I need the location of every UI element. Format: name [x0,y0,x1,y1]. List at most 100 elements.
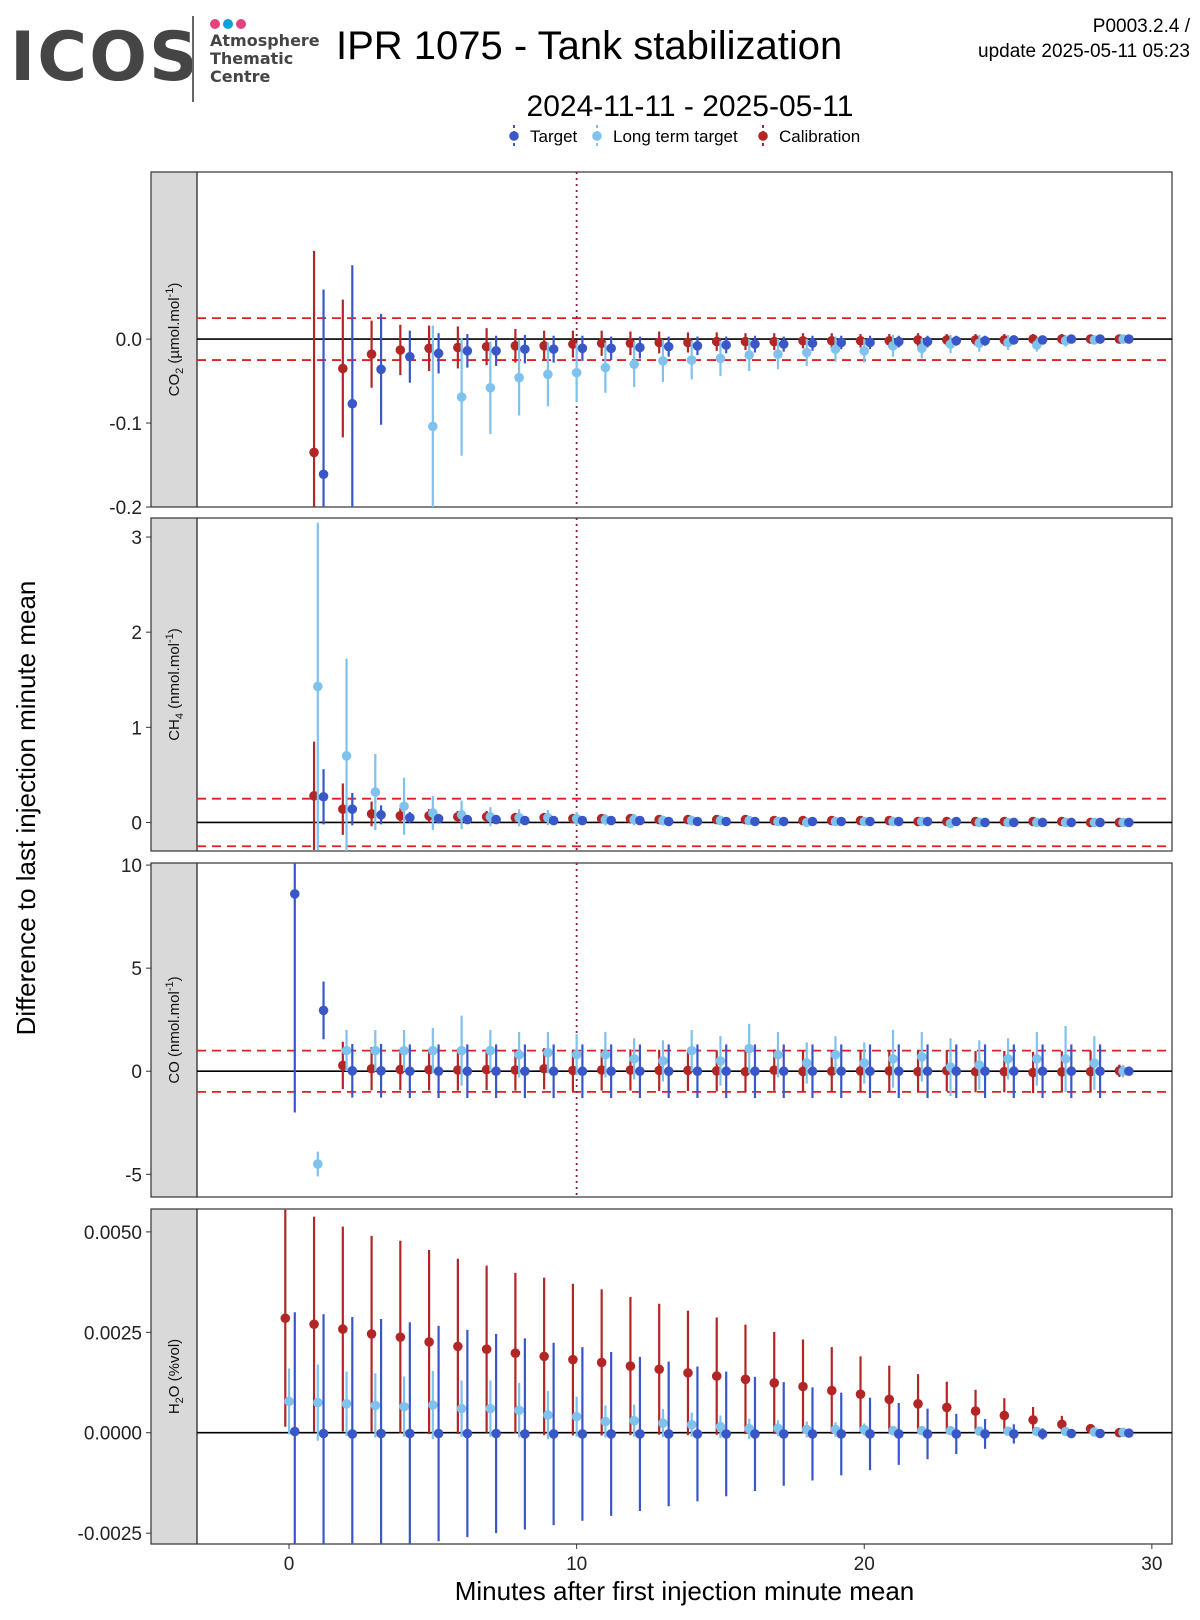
data-point [635,1066,645,1077]
data-point [893,1429,904,1439]
data-point [683,337,693,348]
panel-plot-area [197,863,1172,1197]
data-point [376,1066,386,1076]
data-point [485,1403,496,1414]
data-point [347,1066,358,1076]
data-point [456,392,467,402]
data-point [318,469,329,480]
data-point [453,1341,463,1352]
data-point [807,816,818,827]
data-point [606,343,616,354]
update-timestamp: update 2025-05-11 05:23 [978,41,1190,62]
data-point [778,1066,789,1077]
data-point [280,1313,291,1324]
data-point [462,1066,473,1077]
data-point [510,1065,521,1075]
data-point [405,1066,415,1077]
data-point [571,1411,582,1422]
data-point [629,1415,639,1426]
data-point [826,335,837,346]
data-point [1009,1066,1019,1077]
y-axis-title: Difference to last injection minute mean [11,581,41,1036]
data-point [916,343,927,354]
facet-strip [150,1208,198,1545]
version-label: P0003.2.4 / [1092,16,1190,37]
data-point [309,447,319,458]
data-point [456,1403,467,1414]
facet-strip [150,862,198,1198]
data-point [744,1043,755,1054]
facet-panel: CO2 (µmol.mol-1) 0.0 -0.1 -0.2 [109,171,1173,519]
data-point [750,339,760,349]
data-point [341,751,352,761]
data-point [1037,817,1048,828]
legend-label: Long term target [613,127,738,146]
data-point [798,1381,808,1392]
data-point [893,336,904,347]
y-tick-label: -0.0025 [78,1524,142,1545]
data-point [970,1406,981,1416]
data-point [347,398,358,409]
data-point [654,1364,664,1375]
data-point [801,1058,812,1068]
strip-label-subscript: 2 [174,1397,186,1403]
data-point [491,346,501,356]
data-point [663,816,674,827]
data-point [865,1066,875,1077]
data-point [543,1410,553,1420]
data-point [462,814,473,825]
data-point [951,335,962,346]
data-point [312,1159,323,1169]
data-point [428,1045,438,1056]
data-point [289,889,300,899]
data-point [289,1426,300,1437]
data-point [980,335,990,346]
data-point [893,1066,904,1077]
data-point [913,1399,923,1409]
data-point [836,1066,847,1077]
data-point [539,1063,549,1074]
strip-label-superscript: -1 [164,633,176,643]
data-point [548,344,559,354]
data-point [514,1405,524,1416]
data-point [859,1058,870,1068]
data-point [568,1354,578,1365]
data-point [1066,334,1077,344]
data-point [1032,1054,1042,1064]
data-point [855,1389,866,1399]
strip-label-species: H [166,1403,183,1414]
x-tick-label: 20 [854,1554,875,1575]
data-point [865,816,875,827]
data-point [658,356,668,366]
data-point [520,1429,530,1439]
data-point [884,1394,895,1405]
x-tick-label: 10 [566,1554,587,1575]
data-point [778,339,789,349]
data-point [510,1348,521,1359]
data-point [1003,1054,1013,1064]
data-point [485,382,496,393]
data-point [539,1351,549,1362]
data-point [740,1066,751,1077]
x-axis-title: Minutes after first injection minute mea… [455,1576,915,1606]
facet-strip [150,517,198,852]
data-point [683,1368,693,1378]
icos-logo: ICOS Atmosphere Thematic Centre [10,14,320,106]
data-point [830,1049,841,1060]
version-info: P0003.2.4 / update 2025-05-11 05:23 [978,14,1190,64]
data-point [773,1049,783,1060]
data-point [1009,335,1019,345]
data-point [309,791,319,801]
data-point [830,344,841,354]
y-tick-label: 0 [131,1062,142,1083]
data-point [462,346,473,356]
y-tick-label: 1 [131,718,142,739]
data-point [318,1428,329,1439]
data-point [424,1337,434,1347]
legend-label: Target [530,127,578,146]
data-point [600,1049,611,1060]
data-point [635,342,645,353]
data-point [942,1402,952,1413]
data-point [520,344,530,354]
data-point [980,817,990,828]
